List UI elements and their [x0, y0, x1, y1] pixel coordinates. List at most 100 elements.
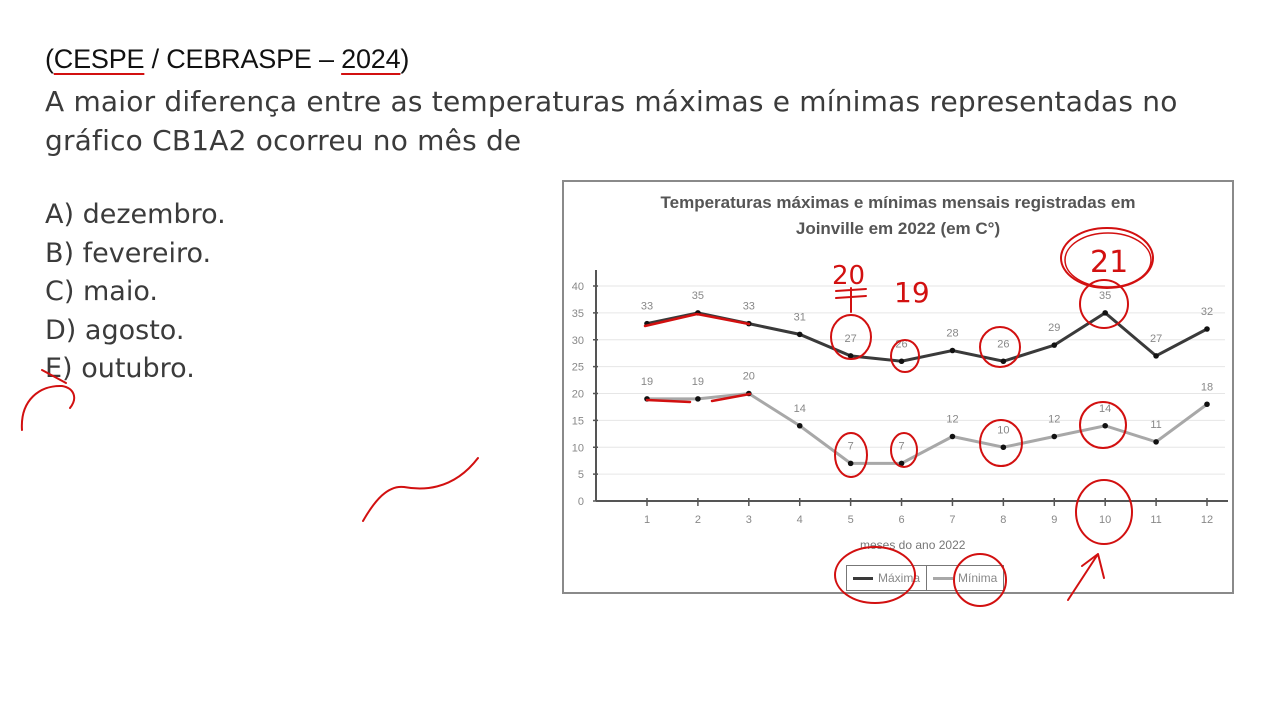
- ink-trace-max: [643, 312, 751, 328]
- data-label: 26: [997, 338, 1009, 350]
- legend-swatch-minima: [933, 576, 954, 580]
- option-a[interactable]: A) dezembro.: [45, 196, 226, 235]
- chart-legend: Máxima Mínima: [846, 565, 1005, 591]
- chart-title: Temperaturas máximas e mínimas mensais r…: [564, 190, 1232, 242]
- data-point: [1153, 439, 1159, 445]
- y-tick-label: 30: [572, 335, 584, 347]
- data-label: 32: [1201, 306, 1213, 318]
- y-tick-label: 20: [572, 389, 584, 401]
- data-label: 7: [898, 440, 904, 452]
- option-letter: D): [45, 314, 77, 346]
- legend-item-maxima: Máxima: [847, 566, 926, 590]
- ink-note-month10: 21: [1090, 245, 1128, 280]
- data-label: 27: [845, 333, 857, 345]
- x-tick-label: 11: [1150, 514, 1161, 526]
- source-paren-open: (: [45, 44, 54, 74]
- data-point: [796, 331, 803, 338]
- data-point: [847, 353, 854, 359]
- data-label: 14: [794, 403, 806, 415]
- ink-circle: [1079, 279, 1129, 329]
- data-point: [1102, 422, 1108, 429]
- option-label: fevereiro.: [82, 237, 212, 269]
- answer-options: A) dezembro. B) fevereiro. C) maio. D) a…: [45, 196, 226, 389]
- y-tick-label: 5: [578, 469, 584, 481]
- data-label: 29: [1048, 322, 1060, 334]
- y-tick-label: 25: [572, 362, 584, 374]
- data-label: 31: [794, 311, 806, 323]
- data-point: [1000, 444, 1007, 451]
- y-tick-label: 40: [572, 281, 584, 293]
- data-point: [949, 347, 956, 354]
- x-tick-label: 3: [746, 514, 752, 526]
- chart-title-line-2: Joinville em 2022 (em C°): [795, 219, 1001, 238]
- data-point: [1051, 342, 1058, 348]
- data-label: 7: [848, 440, 854, 452]
- y-tick-label: 35: [572, 308, 584, 320]
- source-separator: / CEBRASPE –: [144, 44, 342, 74]
- ink-circle: [890, 339, 920, 373]
- question-text: A maior diferença entre as temperaturas …: [45, 85, 1178, 157]
- data-label: 10: [997, 424, 1009, 436]
- x-tick-label: 10: [1099, 514, 1111, 526]
- x-tick-label: 8: [1000, 514, 1006, 526]
- data-label: 14: [1099, 403, 1111, 415]
- y-tick-label: 15: [572, 415, 584, 427]
- ink-note-month6: 19: [894, 276, 930, 309]
- legend-item-minima: Mínima: [926, 566, 1003, 590]
- option-label: maio.: [82, 276, 158, 307]
- data-label: 28: [946, 328, 958, 340]
- ink-circle: [979, 326, 1021, 368]
- x-tick-label: 1: [644, 514, 650, 526]
- data-label: 12: [946, 414, 958, 426]
- ink-circle: [834, 546, 916, 604]
- option-label: outubro.: [81, 353, 195, 384]
- x-tick-label: 12: [1201, 514, 1213, 526]
- data-point: [1102, 310, 1108, 316]
- ink-circle: [979, 419, 1023, 467]
- data-label: 20: [743, 371, 755, 383]
- x-tick-label: 9: [1051, 514, 1057, 526]
- series-line-minima: [647, 391, 1208, 465]
- data-point: [1204, 401, 1210, 408]
- data-label: 33: [743, 301, 755, 313]
- y-tick-label: 0: [578, 496, 584, 508]
- option-label: dezembro.: [82, 199, 226, 230]
- ink-scribble: [362, 457, 479, 522]
- y-tick-label: 10: [572, 442, 584, 454]
- data-point: [1051, 433, 1058, 440]
- source-org: CESPE: [53, 44, 145, 74]
- data-point: [847, 460, 854, 467]
- data-point: [1153, 353, 1159, 359]
- ink-circle-large-2: [1064, 232, 1152, 288]
- ink-circle: [1075, 479, 1133, 545]
- ink-circle: [834, 432, 868, 478]
- data-point: [898, 460, 905, 467]
- ink-note-month5: 20: [832, 261, 865, 291]
- ink-arrow: [1067, 553, 1105, 601]
- source-paren-close: ): [400, 44, 410, 74]
- data-label: 19: [641, 376, 653, 388]
- option-letter: B): [45, 237, 75, 269]
- x-tick-label: 2: [695, 514, 701, 526]
- data-point: [796, 422, 803, 429]
- x-tick-label: 4: [797, 514, 803, 526]
- ink-circle: [890, 432, 918, 468]
- ink-circle-large: [1060, 227, 1154, 289]
- x-tick-label: 6: [898, 514, 904, 526]
- x-tick-label: 5: [848, 514, 854, 526]
- ink-circle: [953, 553, 1007, 607]
- legend-label-maxima: Máxima: [878, 571, 921, 585]
- option-c[interactable]: C) maio.: [45, 273, 226, 312]
- option-b[interactable]: B) fevereiro.: [45, 235, 226, 274]
- data-point: [949, 433, 956, 440]
- ink-circle: [830, 314, 872, 360]
- option-e[interactable]: E) outubro.: [45, 350, 226, 389]
- ink-strike: [835, 287, 867, 313]
- data-label: 35: [1099, 290, 1111, 302]
- x-tick-label: 7: [949, 514, 955, 526]
- option-d[interactable]: D) agosto.: [45, 312, 226, 351]
- data-label: 18: [1201, 381, 1213, 393]
- legend-label-minima: Mínima: [958, 571, 998, 585]
- option-label: agosto.: [84, 314, 185, 346]
